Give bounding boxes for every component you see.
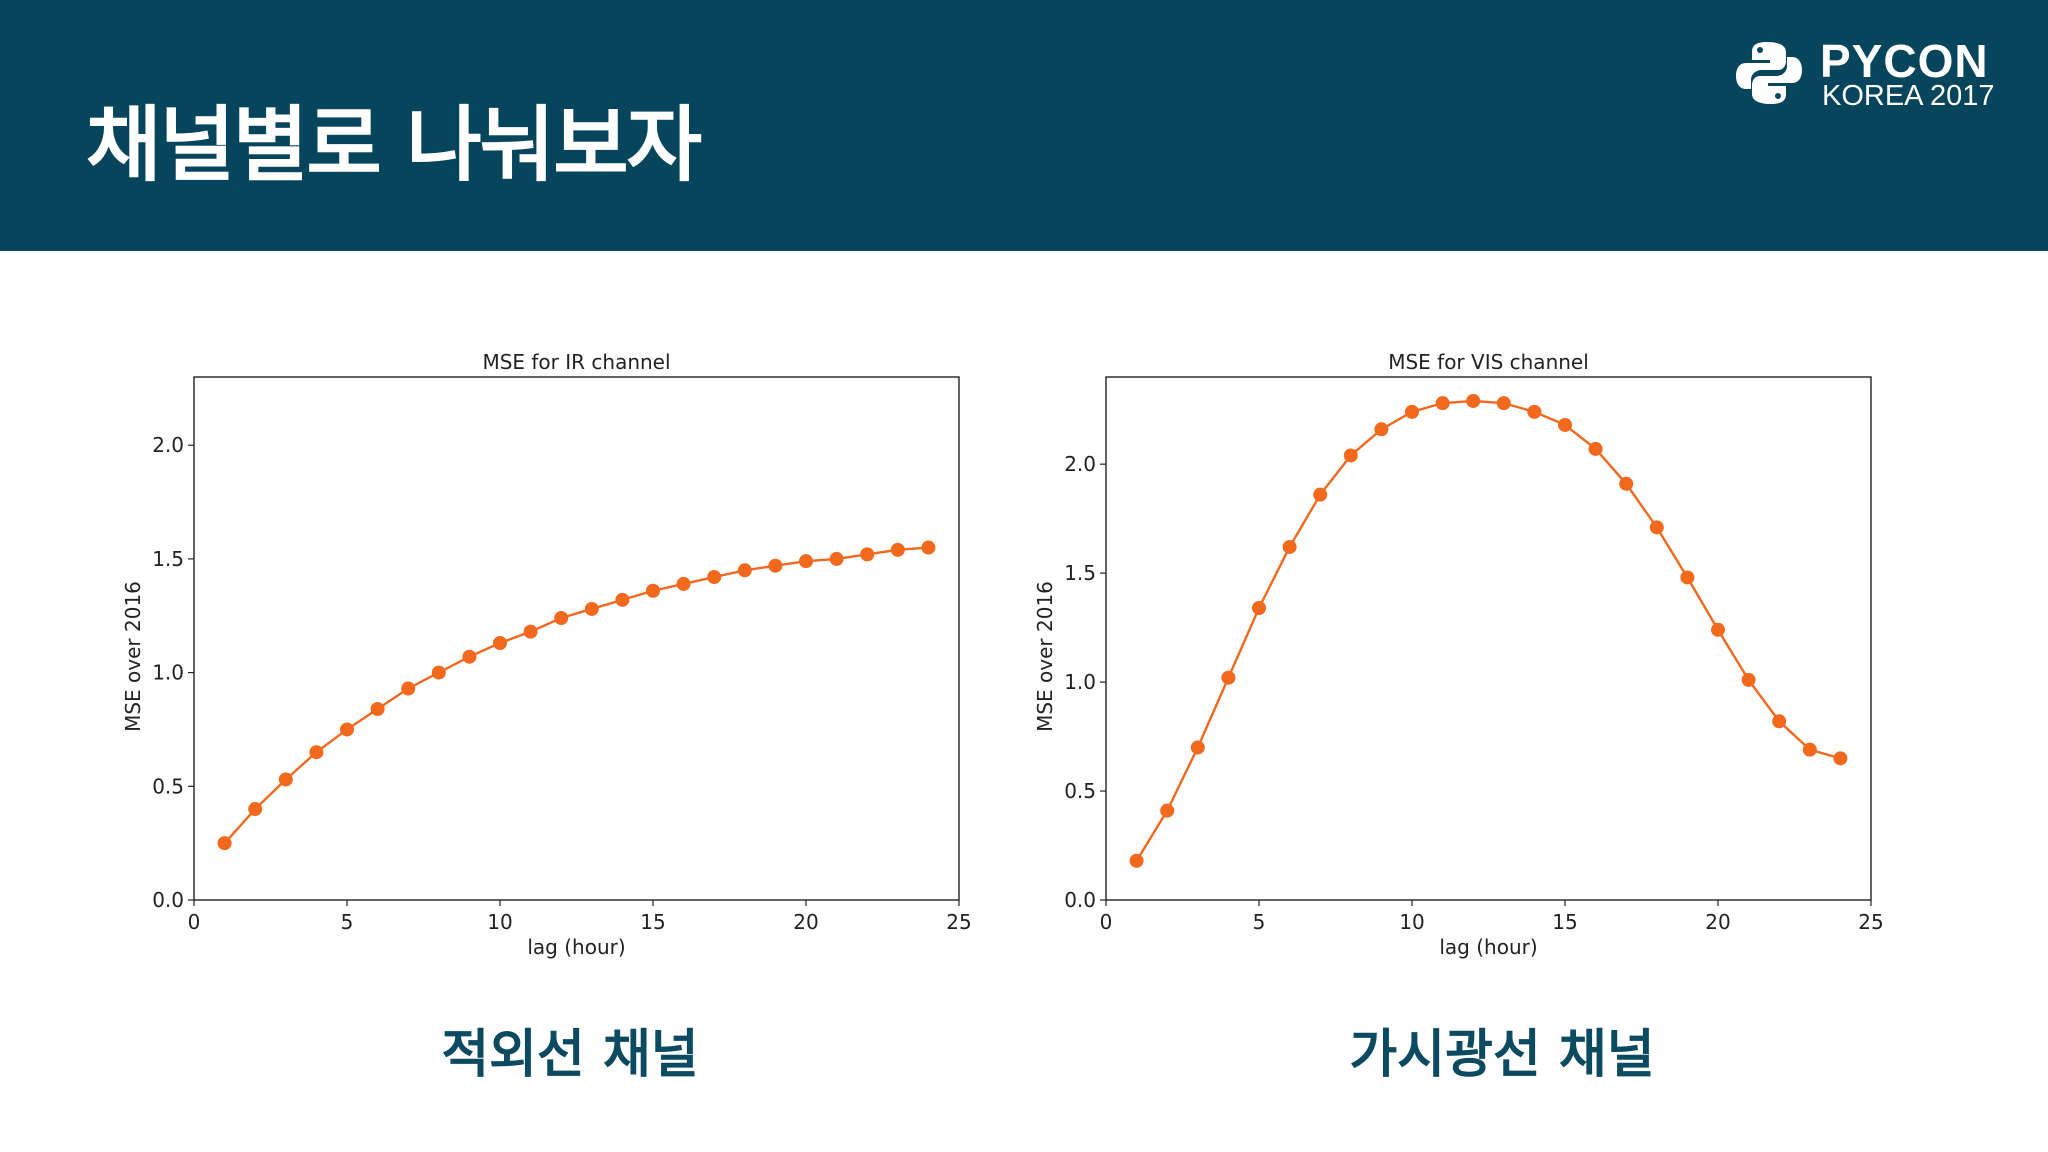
data-point bbox=[523, 624, 538, 639]
data-point bbox=[1160, 803, 1175, 818]
x-tick-label: 10 bbox=[1399, 910, 1424, 934]
data-point bbox=[1252, 600, 1266, 615]
data-point bbox=[1435, 396, 1450, 411]
x-tick-label: 25 bbox=[946, 910, 971, 934]
data-point bbox=[646, 583, 660, 598]
data-point bbox=[890, 542, 905, 557]
data-point bbox=[217, 836, 232, 851]
y-tick-label: 2.0 bbox=[1064, 452, 1096, 476]
x-tick-label: 20 bbox=[1705, 910, 1730, 934]
data-point bbox=[1619, 476, 1634, 491]
data-point bbox=[1527, 404, 1542, 419]
y-tick-label: 0.0 bbox=[1064, 888, 1096, 912]
data-point bbox=[1405, 404, 1419, 419]
chart-title: MSE for IR channel bbox=[482, 350, 670, 374]
y-tick-label: 0.0 bbox=[152, 888, 184, 912]
data-point bbox=[676, 576, 691, 591]
x-tick-label: 5 bbox=[341, 910, 354, 934]
data-point bbox=[1588, 441, 1603, 456]
data-point bbox=[768, 558, 783, 573]
data-point bbox=[921, 540, 936, 555]
series-line bbox=[1135, 399, 1841, 862]
x-tick-label: 5 bbox=[1253, 910, 1266, 934]
y-tick-label: 0.5 bbox=[152, 774, 184, 798]
data-point bbox=[615, 592, 630, 607]
data-point bbox=[1802, 742, 1817, 757]
data-point bbox=[829, 551, 844, 566]
x-tick-label: 0 bbox=[188, 910, 201, 934]
vis-chart-plot: MSE for VIS channel lag (hour) MSE over 20… bbox=[1033, 350, 1884, 959]
data-point bbox=[1558, 417, 1572, 432]
data-point bbox=[493, 636, 507, 651]
y-tick-label: 0.5 bbox=[1064, 779, 1096, 803]
x-tick-label: 10 bbox=[487, 910, 512, 934]
data-point bbox=[309, 745, 324, 760]
data-point bbox=[1221, 670, 1236, 685]
vis-chart: MSE for VIS channel lag (hour) MSE over 20… bbox=[1028, 330, 1888, 970]
ir-chart: MSE for IR channel lag (hour) MSE over 201… bbox=[116, 330, 976, 970]
y-tick-label: 1.5 bbox=[1064, 561, 1096, 585]
x-tick-label: 15 bbox=[640, 910, 665, 934]
data-point bbox=[860, 547, 875, 562]
slide-title: 채널별로 나눠보자 bbox=[86, 98, 702, 193]
vis-caption: 가시광선 채널 bbox=[1349, 1025, 1655, 1085]
data-point bbox=[462, 649, 477, 664]
data-point bbox=[707, 570, 722, 585]
y-tick-label: 2.0 bbox=[152, 433, 184, 457]
data-point bbox=[401, 681, 416, 696]
y-tick-label: 1.0 bbox=[152, 661, 184, 685]
data-point bbox=[1680, 570, 1695, 585]
data-point bbox=[1282, 539, 1297, 554]
pycon-logo: PYCON KOREA 2017 bbox=[1734, 35, 2004, 114]
data-point bbox=[554, 611, 569, 626]
data-point bbox=[1129, 853, 1144, 868]
data-point bbox=[340, 722, 354, 737]
python-logo-icon bbox=[1736, 42, 1802, 104]
series-line bbox=[223, 546, 929, 844]
ir-chart-plot: MSE for IR channel lag (hour) MSE over 201… bbox=[121, 350, 972, 959]
data-point bbox=[1313, 487, 1328, 502]
data-point bbox=[1374, 422, 1389, 437]
data-point bbox=[1343, 448, 1358, 463]
data-point bbox=[799, 554, 813, 569]
slide-header: 채널별로 나눠보자 PYCON KOREA 2017 bbox=[0, 0, 2048, 251]
data-point bbox=[737, 563, 752, 578]
y-axis-label: MSE over 2016 bbox=[1033, 581, 1057, 732]
data-point bbox=[584, 601, 599, 616]
data-point bbox=[370, 701, 385, 716]
data-point bbox=[1649, 520, 1664, 535]
x-axis-label: lag (hour) bbox=[527, 935, 625, 959]
data-point bbox=[1741, 672, 1756, 687]
y-tick-label: 1.5 bbox=[152, 547, 184, 571]
data-point bbox=[248, 802, 263, 817]
plot-frame bbox=[1105, 376, 1872, 901]
data-point bbox=[1466, 393, 1481, 408]
data-point bbox=[1772, 714, 1787, 729]
data-point bbox=[1711, 622, 1725, 637]
ir-caption: 적외선 채널 bbox=[441, 1025, 699, 1085]
x-tick-label: 15 bbox=[1552, 910, 1577, 934]
x-tick-label: 25 bbox=[1858, 910, 1883, 934]
data-point bbox=[1190, 740, 1205, 755]
chart-title: MSE for VIS channel bbox=[1388, 350, 1589, 374]
x-tick-label: 0 bbox=[1100, 910, 1113, 934]
data-point bbox=[431, 665, 446, 680]
data-point bbox=[1496, 396, 1511, 411]
y-tick-label: 1.0 bbox=[1064, 670, 1096, 694]
y-axis-label: MSE over 2016 bbox=[121, 581, 145, 732]
data-point bbox=[1833, 751, 1848, 766]
logo-text: PYCON bbox=[1820, 35, 1989, 87]
logo-subtext: KOREA 2017 bbox=[1822, 80, 1995, 112]
x-tick-label: 20 bbox=[793, 910, 818, 934]
data-point bbox=[278, 772, 293, 787]
plot-frame bbox=[193, 376, 960, 901]
x-axis-label: lag (hour) bbox=[1439, 935, 1537, 959]
